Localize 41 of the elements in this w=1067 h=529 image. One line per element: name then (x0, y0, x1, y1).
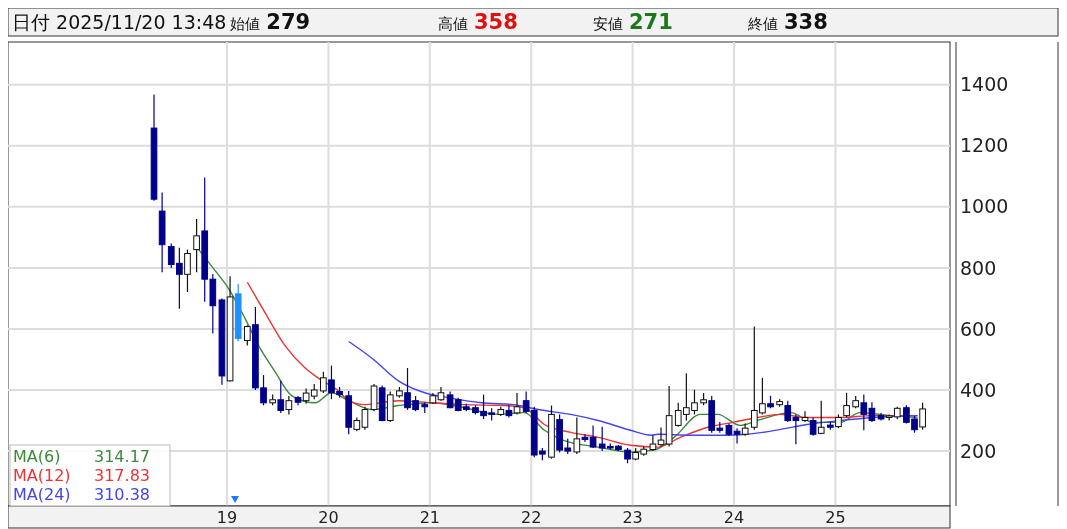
annotation: 317.83 (94, 466, 150, 485)
candlestick (649, 434, 657, 452)
x-tick-label: 24 (723, 508, 745, 527)
candlestick (817, 400, 825, 435)
chart-title: 日付 2025/11/20 13:48 (12, 11, 227, 33)
candlestick (801, 410, 809, 423)
x-tick-label: 22 (521, 508, 542, 527)
annotation: 310.38 (94, 485, 150, 504)
y-tick-label: 200 (960, 439, 997, 462)
candlestick (581, 433, 589, 443)
text: 始値 279 (230, 10, 311, 34)
text: 高値 358 (438, 10, 518, 34)
candlestick (277, 380, 285, 414)
y-tick-label: 1200 (960, 134, 1009, 157)
x-tick-label: 20 (318, 508, 339, 527)
candlestick (193, 218, 200, 273)
candlestick (370, 383, 378, 412)
x-tick-label: 23 (622, 508, 643, 527)
text: 安値 271 (593, 10, 673, 34)
y-tick-label: 600 (960, 317, 997, 340)
candlestick (573, 416, 581, 455)
candlestick (320, 371, 327, 394)
y-tick-label: 1400 (960, 73, 1009, 96)
candlestick (285, 395, 293, 416)
annotation: 314.17 (94, 447, 150, 466)
candlestick (184, 248, 191, 293)
text: 終値 338 (747, 10, 828, 34)
candlestick (243, 324, 251, 347)
text: MA(6) (13, 447, 61, 466)
y-tick-label: 1000 (960, 195, 1009, 218)
y-tick-label: 800 (960, 256, 997, 279)
candlestick (843, 392, 850, 419)
y-tick-label: 400 (960, 378, 997, 401)
candlestick (733, 427, 741, 445)
text: MA(24) (13, 485, 71, 504)
text: MA(12) (13, 466, 71, 485)
candlestick (809, 416, 817, 437)
x-tick-label: 21 (419, 508, 440, 527)
x-tick-label: 25 (825, 508, 846, 527)
x-tick-label: 19 (216, 508, 238, 527)
candlestick (919, 402, 926, 430)
